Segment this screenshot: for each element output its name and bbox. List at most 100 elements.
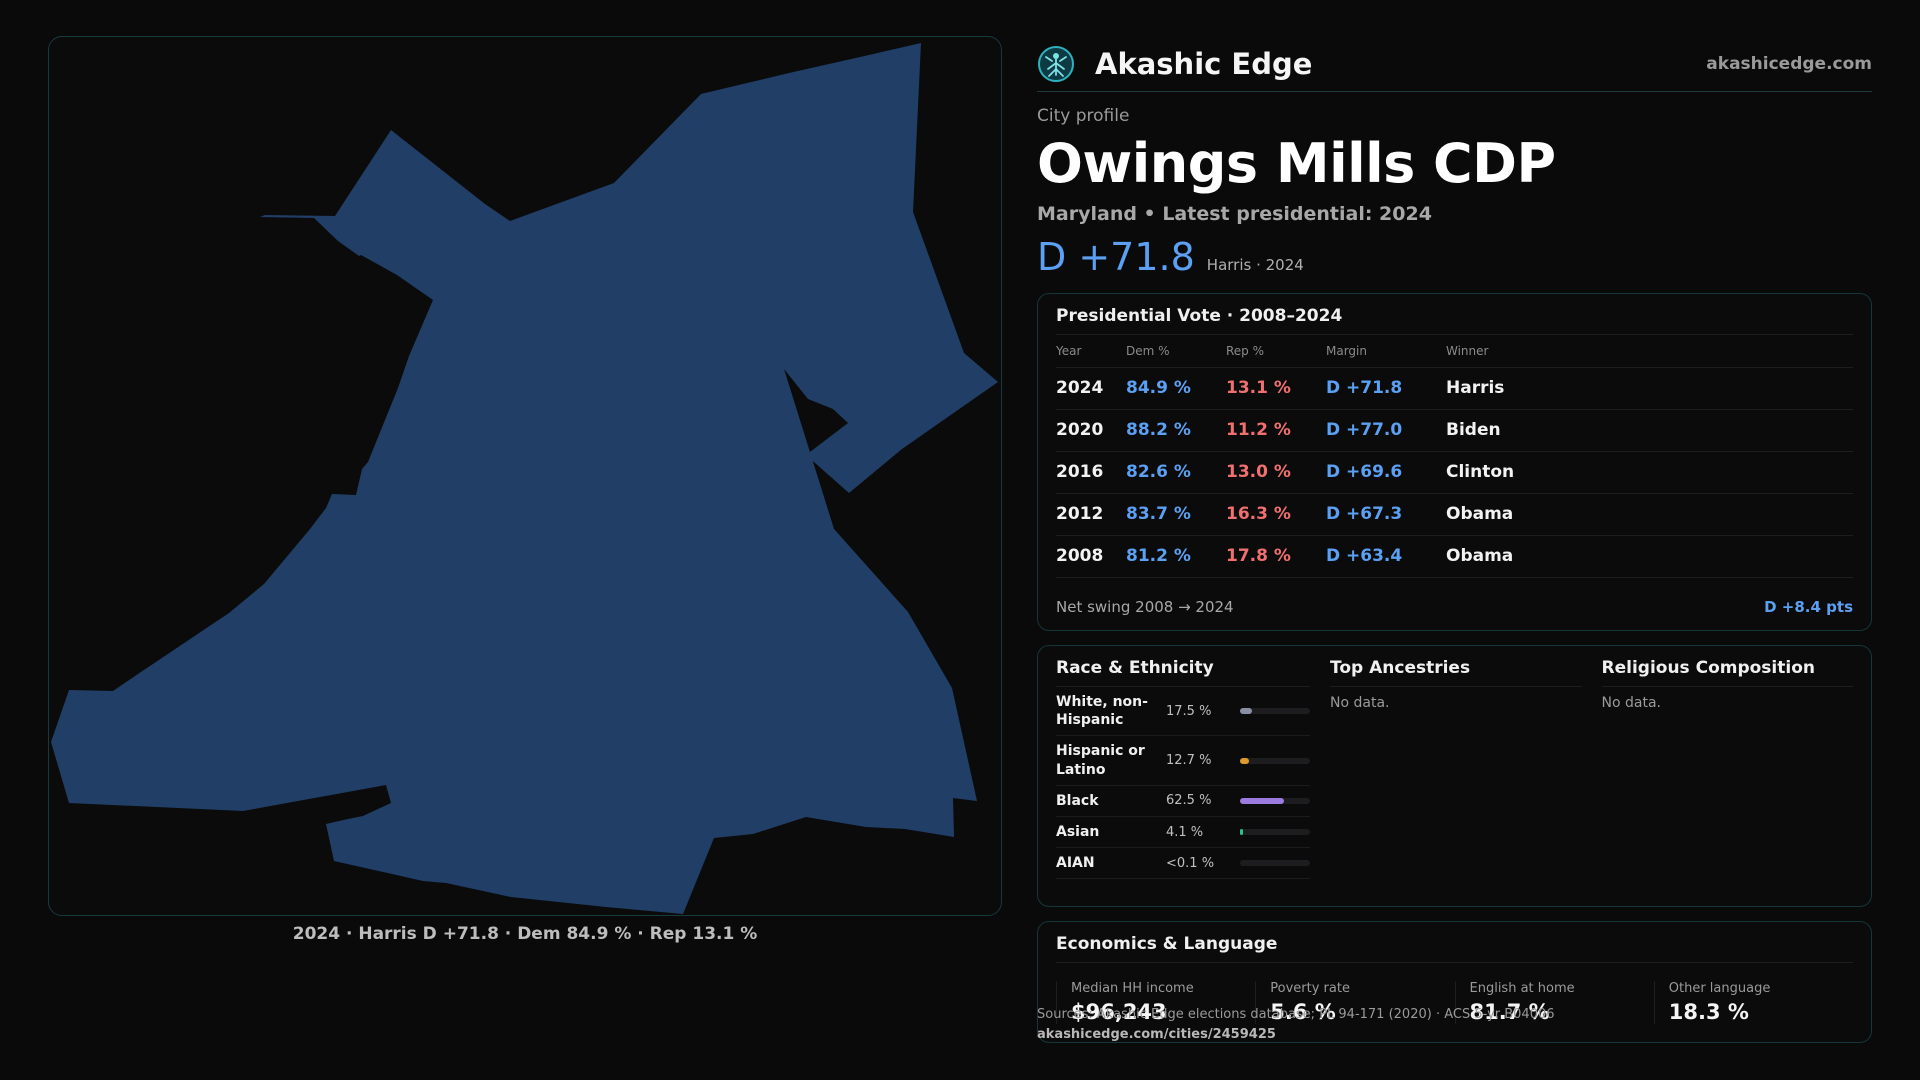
cell-rep: 16.3 % (1226, 493, 1326, 536)
race-bar (1240, 797, 1310, 804)
race-row: Black 62.5 % (1056, 786, 1310, 817)
race-ethnicity-section: Race & Ethnicity White, non-Hispanic 17.… (1056, 658, 1310, 894)
econ-stat-label: Poverty rate (1270, 981, 1350, 996)
econ-stat-label: English at home (1469, 981, 1575, 996)
page-kicker: City profile (1037, 106, 1130, 126)
profile-panel: Akashic Edge akashicedge.com City profil… (1037, 36, 1872, 1043)
page-title: Owings Mills CDP (1037, 132, 1556, 195)
econ-stat-value: 18.3 % (1668, 1000, 1749, 1024)
map-panel (48, 36, 1002, 916)
net-swing-row: Net swing 2008 → 2024 D +8.4 pts (1056, 588, 1853, 616)
city-boundary-map (51, 43, 998, 914)
race-row: Hispanic or Latino 12.7 % (1056, 736, 1310, 786)
col-dem-header: Dem % (1126, 335, 1226, 368)
presidential-vote-card: Presidential Vote · 2008–2024 Year Dem %… (1037, 293, 1872, 631)
econ-stat-label: Other language (1668, 981, 1771, 996)
footer-sources: Sources: Akashic Edge elections database… (1037, 1007, 1555, 1022)
cell-winner: Harris (1446, 367, 1853, 410)
headline-result: D +71.8 Harris · 2024 (1037, 235, 1872, 279)
cell-margin: D +69.6 (1326, 451, 1446, 494)
race-label: Hispanic or Latino (1056, 743, 1145, 778)
cell-rep: 11.2 % (1226, 409, 1326, 452)
footer-page-url[interactable]: akashicedge.com/cities/2459425 (1037, 1026, 1276, 1042)
brand[interactable]: Akashic Edge (1037, 45, 1312, 83)
vote-table-header: Year Dem % Rep % Margin Winner (1056, 335, 1853, 368)
net-swing-value: D +8.4 pts (1764, 597, 1853, 616)
race-bar-fill (1240, 757, 1249, 764)
race-bar (1240, 860, 1310, 867)
race-pct: 62.5 % (1166, 793, 1212, 809)
cell-year: 2020 (1056, 409, 1126, 452)
table-row: 2008 81.2 % 17.8 % D +63.4 Obama (1056, 535, 1853, 578)
page-subtitle: Maryland • Latest presidential: 2024 (1037, 203, 1432, 225)
race-bar (1240, 708, 1310, 715)
race-row: White, non-Hispanic 17.5 % (1056, 687, 1310, 737)
religion-empty: No data. (1601, 695, 1661, 711)
race-pct: 17.5 % (1166, 703, 1212, 719)
cell-year: 2024 (1056, 367, 1126, 410)
cell-margin: D +77.0 (1326, 409, 1446, 452)
brand-name: Akashic Edge (1095, 46, 1313, 81)
vote-card-title: Presidential Vote · 2008–2024 (1056, 306, 1853, 335)
race-pct: 12.7 % (1166, 753, 1212, 769)
race-bar-fill (1240, 708, 1253, 715)
race-pct: <0.1 % (1166, 855, 1215, 871)
race-label: Black (1056, 792, 1099, 809)
cell-rep: 13.1 % (1226, 367, 1326, 410)
brand-header: Akashic Edge akashicedge.com (1037, 36, 1872, 92)
cell-dem: 84.9 % (1126, 367, 1226, 410)
race-row: Asian 4.1 % (1056, 817, 1310, 849)
headline-note: Harris · 2024 (1206, 256, 1304, 274)
ancestries-section: Top Ancestries No data. (1330, 658, 1582, 894)
akashic-logo-icon (1038, 45, 1074, 82)
cell-year: 2008 (1056, 535, 1126, 578)
race-list: White, non-Hispanic 17.5 % Hispanic or L… (1056, 687, 1310, 880)
city-boundary-shape[interactable] (51, 43, 998, 914)
cell-winner: Obama (1446, 493, 1853, 536)
ancestries-title: Top Ancestries (1330, 658, 1582, 687)
econ-stat: Other language 18.3 % (1653, 981, 1853, 1024)
economics-title: Economics & Language (1056, 934, 1853, 963)
demographics-card: Race & Ethnicity White, non-Hispanic 17.… (1037, 645, 1872, 907)
econ-stat: English at home 81.7 % (1454, 981, 1654, 1024)
table-row: 2024 84.9 % 13.1 % D +71.8 Harris (1056, 367, 1853, 410)
race-row: AIAN <0.1 % (1056, 848, 1310, 880)
cell-year: 2016 (1056, 451, 1126, 494)
econ-stat-value: 5.6 % (1270, 1000, 1336, 1024)
cell-margin: D +63.4 (1326, 535, 1446, 578)
col-winner-header: Winner (1446, 335, 1853, 368)
cell-dem: 83.7 % (1126, 493, 1226, 536)
economics-grid: Median HH income $96,243 Poverty rate 5.… (1056, 981, 1853, 1024)
race-pct: 4.1 % (1166, 824, 1204, 840)
cell-dem: 81.2 % (1126, 535, 1226, 578)
cell-year: 2012 (1056, 493, 1126, 536)
race-bar-fill (1240, 797, 1284, 804)
race-title: Race & Ethnicity (1056, 658, 1310, 687)
table-row: 2012 83.7 % 16.3 % D +67.3 Obama (1056, 493, 1853, 536)
race-bar-fill (1240, 829, 1243, 836)
race-bar (1240, 757, 1310, 764)
econ-stat: Median HH income $96,243 (1056, 981, 1255, 1024)
net-swing-label: Net swing 2008 → 2024 (1056, 597, 1234, 616)
econ-stat-label: Median HH income (1071, 981, 1194, 996)
cell-dem: 88.2 % (1126, 409, 1226, 452)
religion-title: Religious Composition (1601, 658, 1853, 687)
brand-url-link[interactable]: akashicedge.com (1706, 53, 1872, 74)
econ-stat-value: $96,243 (1071, 1000, 1167, 1024)
race-label: Asian (1056, 823, 1100, 840)
cell-winner: Obama (1446, 535, 1853, 578)
race-label: AIAN (1056, 855, 1095, 872)
cell-winner: Biden (1446, 409, 1853, 452)
col-margin-header: Margin (1326, 335, 1446, 368)
footer: Sources: Akashic Edge elections database… (1037, 1005, 1872, 1044)
race-label: White, non-Hispanic (1056, 694, 1148, 729)
econ-stat: Poverty rate 5.6 % (1255, 981, 1454, 1024)
table-row: 2020 88.2 % 11.2 % D +77.0 Biden (1056, 409, 1853, 452)
cell-rep: 17.8 % (1226, 535, 1326, 578)
religion-section: Religious Composition No data. (1601, 658, 1853, 894)
map-caption: 2024 · Harris D +71.8 · Dem 84.9 % · Rep… (292, 924, 758, 944)
headline-margin: D +71.8 (1037, 235, 1195, 279)
economics-card: Economics & Language Median HH income $9… (1037, 921, 1872, 1043)
table-row: 2016 82.6 % 13.0 % D +69.6 Clinton (1056, 451, 1853, 494)
ancestries-empty: No data. (1330, 695, 1390, 711)
